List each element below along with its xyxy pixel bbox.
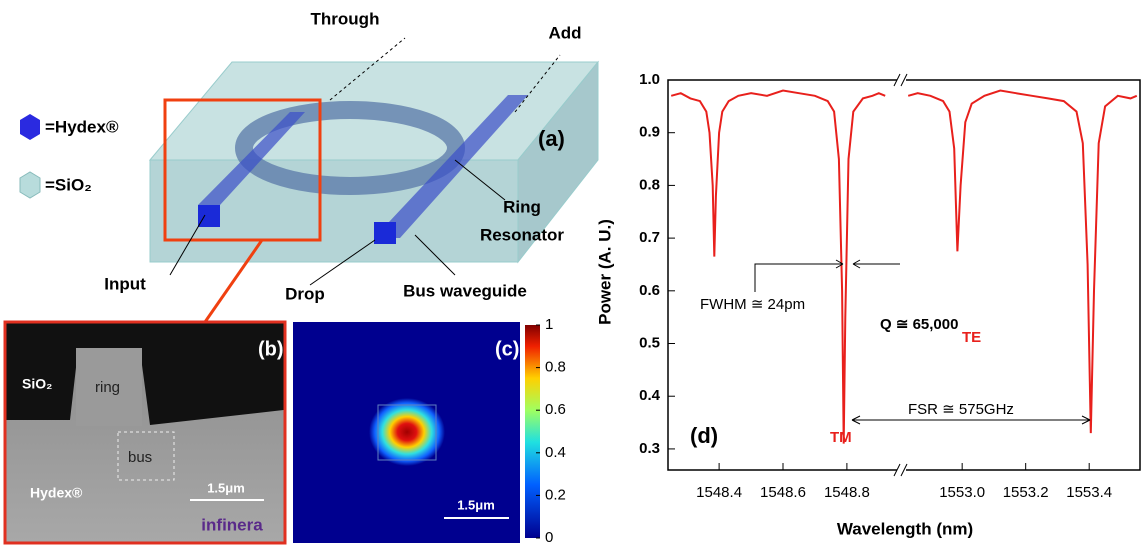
bus-input-facet	[198, 205, 220, 227]
x-tick-label: 1553.2	[1003, 484, 1049, 501]
panel-a: Through Add =Hydex® =SiO₂ (a) Ring Reson…	[20, 9, 598, 322]
label: Bus waveguide	[403, 281, 527, 300]
panel-label: (d)	[690, 423, 718, 448]
label: Add	[548, 23, 581, 42]
x-tick-label: 1548.8	[824, 484, 870, 501]
y-tick-label: 0.4	[639, 387, 661, 404]
y-tick-label: 0.3	[639, 440, 660, 457]
annotation: FWHM ≅ 24pm	[700, 296, 805, 313]
x-tick-label: 1548.4	[696, 484, 742, 501]
label: Ring	[503, 197, 541, 216]
panel-d: 0.3 0.4 0.5 0.6 0.7 0.8 0.9 1.0 1548.4 1548.6 1548…	[595, 71, 1140, 539]
panel-label: (b)	[258, 338, 284, 360]
label: Hydex®	[30, 485, 83, 501]
sio2-icon	[20, 172, 40, 198]
x-tick-label: 1553.4	[1066, 484, 1112, 501]
annotation: Q ≅ 65,000	[880, 316, 958, 333]
annotation: TM	[830, 429, 852, 446]
x-tick-label: 1553.0	[939, 484, 985, 501]
logo: infinera	[201, 515, 263, 534]
colorbar-tick-label: 0.8	[545, 359, 566, 376]
y-tick-label: 0.5	[639, 334, 660, 351]
y-axis-label: Power (A. U.)	[595, 219, 614, 325]
panel-c: (c) 1.5μm	[293, 322, 540, 543]
label: 1.5μm	[457, 497, 495, 512]
colorbar-tick-label: 0.4	[545, 444, 566, 461]
label: Input	[104, 274, 146, 293]
y-tick-label: 1.0	[639, 71, 660, 88]
colorbar-tick-label: 1	[545, 316, 553, 333]
plot-frame	[668, 80, 1140, 470]
hydex-icon	[20, 114, 40, 140]
colorbar-tick-label: 0.6	[545, 401, 566, 418]
figure: Through Add =Hydex® =SiO₂ (a) Ring Reson…	[0, 0, 1146, 548]
colorbar-tick-label: 0.2	[545, 486, 566, 503]
fwhm-marker	[755, 260, 900, 292]
label: Resonator	[480, 225, 564, 244]
annotation: TE	[962, 329, 981, 346]
label: Drop	[285, 284, 325, 303]
panel-label: (c)	[495, 338, 519, 360]
colorbar	[525, 325, 540, 538]
bus-drop-facet	[374, 222, 396, 244]
y-tick-label: 0.6	[639, 282, 660, 299]
panel-label: (a)	[538, 126, 565, 151]
label: ring	[95, 379, 120, 396]
y-tick-label: 0.7	[639, 229, 660, 246]
y-tick-label: 0.9	[639, 124, 660, 141]
annotation: FSR ≅ 575GHz	[908, 401, 1014, 418]
colorbar-tick-label: 0	[545, 529, 553, 546]
spectrum-line	[671, 91, 1137, 444]
label: bus	[128, 449, 152, 466]
panel-b: (b) SiO₂ ring bus Hydex® 1.5μm infinera	[5, 322, 285, 543]
label: Through	[311, 9, 380, 28]
label: 1.5μm	[207, 480, 245, 495]
label: SiO₂	[22, 376, 52, 392]
x-axis-label: Wavelength (nm)	[837, 519, 973, 538]
label: =Hydex®	[45, 117, 119, 136]
mode-profile	[369, 398, 445, 466]
x-tick-label: 1548.6	[760, 484, 806, 501]
y-tick-label: 0.8	[639, 176, 660, 193]
label: =SiO₂	[45, 175, 92, 194]
